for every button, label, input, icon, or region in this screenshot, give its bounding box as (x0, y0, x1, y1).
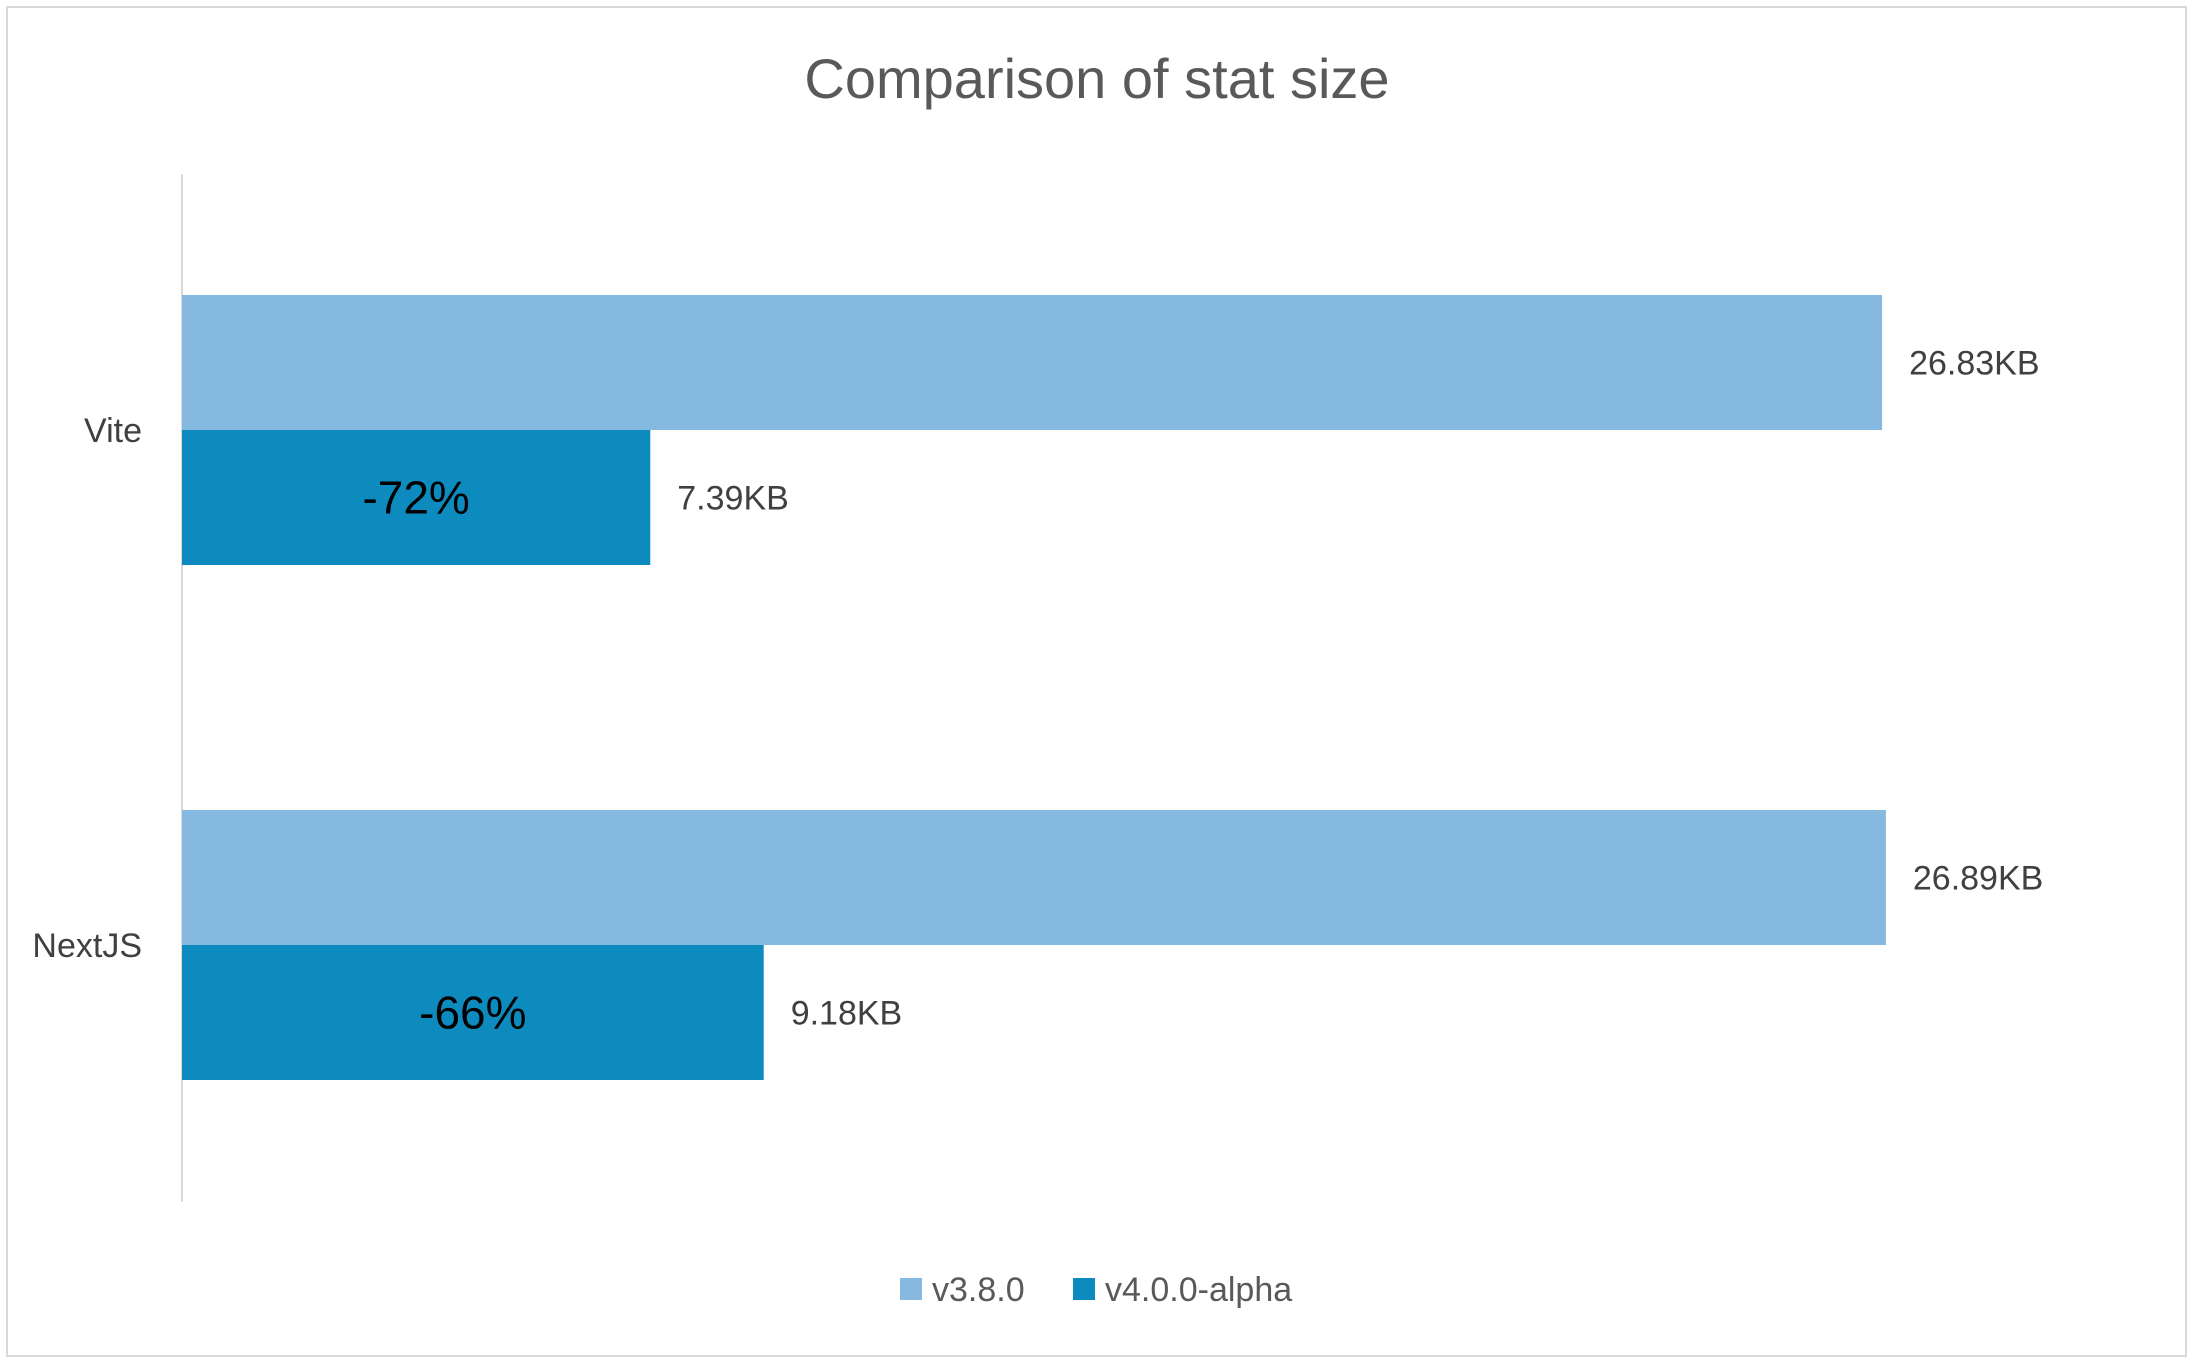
reduction-label-nextjs: -66% (419, 987, 526, 1039)
category-label-nextjs: NextJS (32, 927, 142, 965)
bar-vite-v3-8-0 (182, 295, 1883, 430)
bar-nextjs-v3-8-0 (182, 810, 1886, 945)
bar-nextjs-v4-0-0-alpha (182, 945, 764, 1080)
data-label-vite-v3-8-0: 26.83KB (1909, 345, 2039, 383)
data-label-vite-v4-0-0-alpha: 7.39KB (677, 480, 789, 518)
labels-layer: Vite 26.83KB 7.39KB -72% NextJS 26.89KB 9.18KB… (32, 345, 2043, 1039)
legend: v3.8.0 v4.0.0-alpha (900, 1271, 1292, 1309)
chart-frame (6, 6, 2187, 1357)
legend-swatch-v4-0-0-alpha (1073, 1278, 1095, 1300)
data-label-nextjs-v4-0-0-alpha: 9.18KB (791, 995, 903, 1033)
legend-label-v4-0-0-alpha: v4.0.0-alpha (1105, 1271, 1292, 1309)
reduction-label-vite: -72% (362, 472, 469, 524)
data-label-nextjs-v3-8-0: 26.89KB (1913, 860, 2043, 898)
legend-swatch-v3-8-0 (900, 1278, 922, 1300)
bars-layer (182, 295, 1886, 1080)
chart-title: Comparison of stat size (804, 47, 1389, 110)
legend-label-v3-8-0: v3.8.0 (932, 1271, 1025, 1309)
bar-vite-v4-0-0-alpha (182, 430, 651, 565)
category-label-vite: Vite (84, 412, 142, 450)
